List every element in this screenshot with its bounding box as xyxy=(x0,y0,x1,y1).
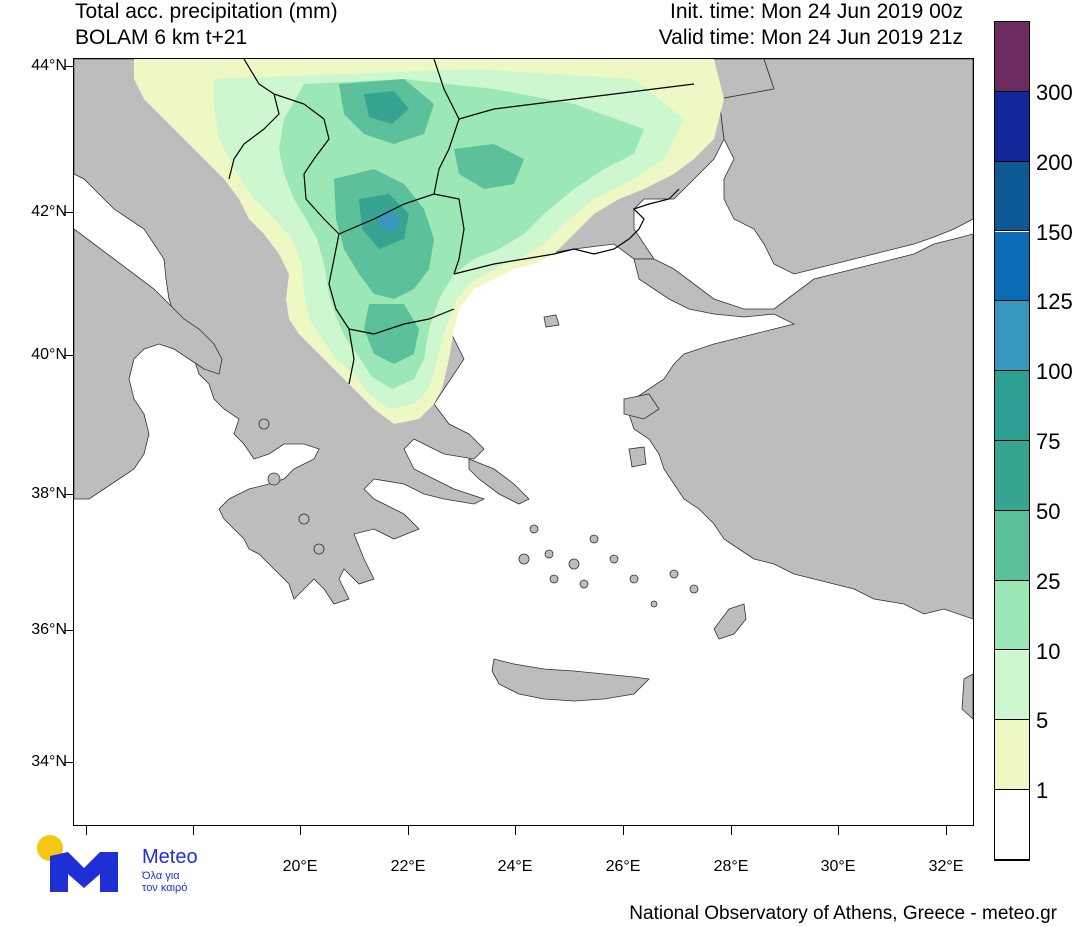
footer-credit: National Observatory of Athens, Greece -… xyxy=(629,903,1057,924)
colorbar-segment xyxy=(995,161,1029,232)
valid-time: Valid time: Mon 24 Jun 2019 21z xyxy=(658,26,963,49)
init-time: Init. time: Mon 24 Jun 2019 00z xyxy=(669,0,963,23)
meteo-logo-icon xyxy=(37,835,118,892)
colorbar-label: 100 xyxy=(1036,359,1073,385)
colorbar-segment xyxy=(995,790,1029,860)
lon-tick xyxy=(193,826,194,835)
colorbar-label: 75 xyxy=(1036,429,1061,454)
lat-label: 44°N xyxy=(31,57,67,74)
lon-label: 32°E xyxy=(928,858,964,875)
precipitation-layer xyxy=(134,59,724,424)
colorbar-label: 5 xyxy=(1036,708,1049,734)
lon-label: 28°E xyxy=(713,858,749,875)
lat-label: 40°N xyxy=(31,346,67,363)
colorbar-segment xyxy=(995,22,1029,92)
lon-tick xyxy=(515,826,516,835)
lon-label: 20°E xyxy=(282,858,318,875)
lon-label: 22°E xyxy=(390,858,426,875)
lat-tick xyxy=(64,66,73,67)
logo-tagline-line1: Όλα για xyxy=(142,870,180,882)
map-title: Total acc. precipitation (mm) xyxy=(75,0,338,23)
lat-label: 34°N xyxy=(31,753,67,770)
colorbar-label: 200 xyxy=(1036,149,1073,175)
lon-tick xyxy=(731,826,732,835)
lon-label: 26°E xyxy=(605,858,641,875)
colorbar-segment xyxy=(995,301,1029,372)
lon-label: 30°E xyxy=(820,858,856,875)
colorbar-segment xyxy=(995,371,1029,441)
colorbar xyxy=(994,21,1030,861)
lat-label: 36°N xyxy=(31,621,67,638)
lat-tick xyxy=(64,630,73,631)
model-run-label: BOLAM 6 km t+21 xyxy=(75,26,248,49)
lon-tick xyxy=(946,826,947,835)
colorbar-label: 125 xyxy=(1036,289,1073,315)
map-canvas xyxy=(74,59,973,720)
lon-tick xyxy=(408,826,409,835)
lat-tick xyxy=(64,494,73,495)
colorbar-label: 150 xyxy=(1036,219,1073,245)
logo-name: Meteo xyxy=(142,846,198,868)
lat-tick xyxy=(64,762,73,763)
colorbar-label: 10 xyxy=(1036,638,1061,664)
colorbar-segment xyxy=(995,580,1029,651)
country-borders xyxy=(228,59,695,385)
lat-tick xyxy=(64,355,73,356)
lon-tick xyxy=(623,826,624,835)
lat-label: 42°N xyxy=(31,203,67,220)
lon-label: 24°E xyxy=(497,858,533,875)
lat-label: 38°N xyxy=(31,485,67,502)
lat-tick xyxy=(64,212,73,213)
colorbar-segment xyxy=(995,510,1029,581)
colorbar-label: 25 xyxy=(1036,568,1061,594)
lon-tick xyxy=(300,826,301,835)
colorbar-segment xyxy=(995,650,1029,721)
colorbar-label: 1 xyxy=(1036,778,1049,804)
colorbar-label: 300 xyxy=(1036,79,1073,105)
colorbar-segment xyxy=(995,441,1029,511)
colorbar-label: 50 xyxy=(1036,498,1061,524)
meteo-logo: Meteo Όλα για τον καιρό xyxy=(36,834,216,896)
precipitation-map xyxy=(73,58,974,826)
logo-tagline-line2: τον καιρό xyxy=(142,882,188,894)
colorbar-segment xyxy=(995,231,1029,302)
colorbar-segment xyxy=(995,91,1029,162)
lon-tick xyxy=(86,826,87,835)
colorbar-segment xyxy=(995,720,1029,791)
lon-tick xyxy=(838,826,839,835)
logo-tagline: Όλα για τον καιρό xyxy=(142,870,187,894)
